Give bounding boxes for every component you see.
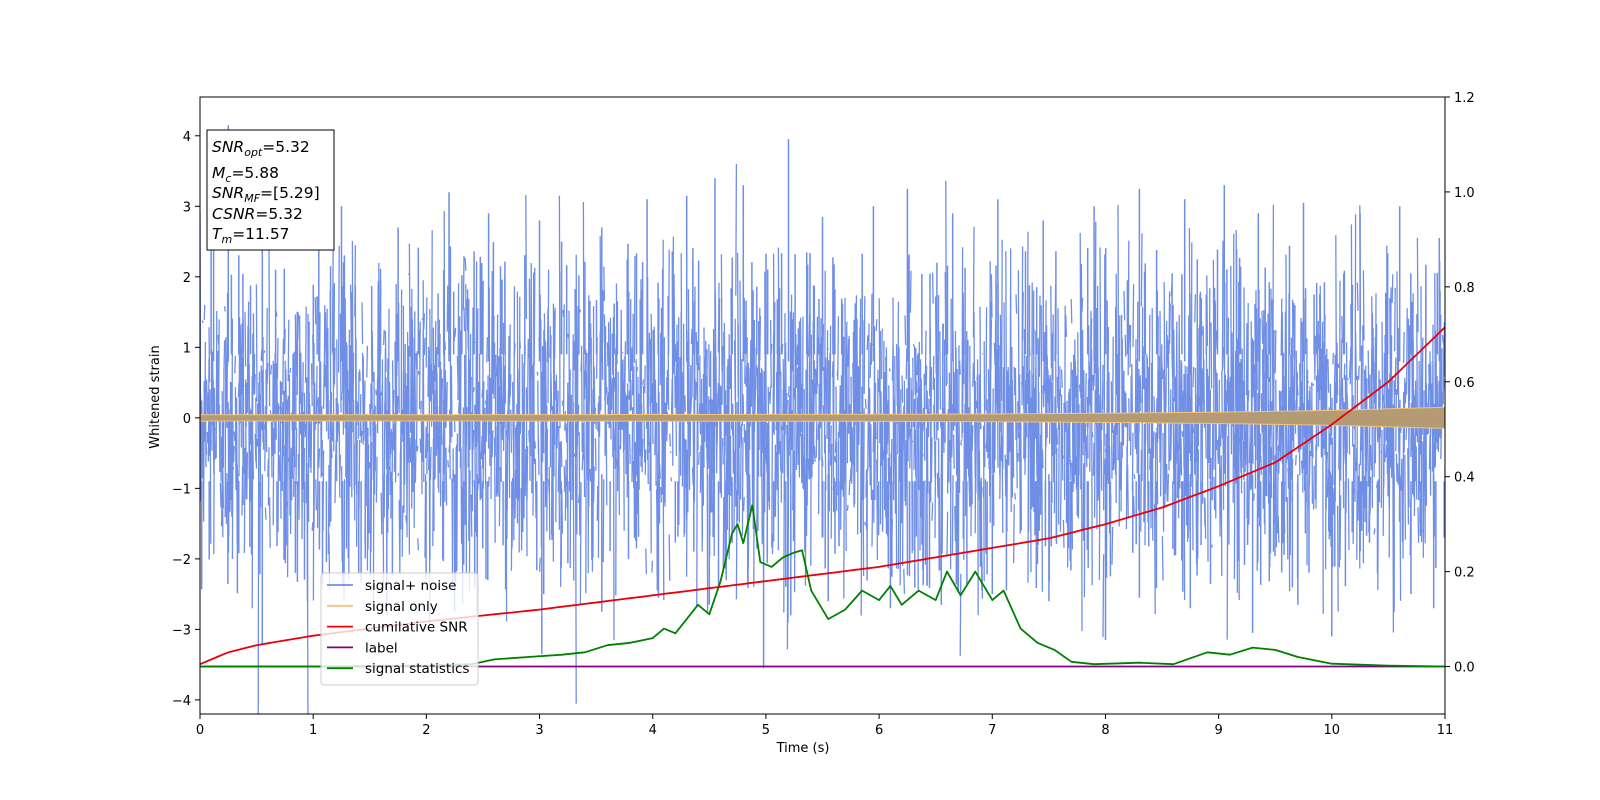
- series-signal-only: [200, 406, 1445, 429]
- info-line: SNRMF=[5.29]: [212, 184, 320, 205]
- x-tick-label: 0: [196, 723, 204, 738]
- info-line: Tm=11.57: [212, 225, 290, 246]
- legend-label: label: [365, 640, 398, 656]
- info-line: SNRopt=5.32: [212, 138, 310, 159]
- series-signal-statistics: [200, 504, 1445, 668]
- x-tick-label: 8: [1101, 723, 1109, 738]
- x-tick-label: 3: [535, 723, 543, 738]
- y-right-tick-label: 0.6: [1454, 376, 1475, 391]
- y-right-tick-label: 0.2: [1454, 566, 1475, 581]
- y-left-tick-label: 1: [183, 341, 191, 356]
- info-box-frame: [206, 129, 335, 251]
- x-axis-label: Time (s): [776, 741, 830, 756]
- x-tick-label: 4: [649, 723, 657, 738]
- x-tick-label: 11: [1437, 723, 1454, 738]
- y-right-tick-label: 0.8: [1454, 281, 1475, 296]
- x-tick-label: 6: [875, 723, 883, 738]
- y-left-tick-label: −4: [172, 694, 191, 709]
- series-layer: [200, 125, 1445, 714]
- y-right-tick-label: 1.0: [1454, 186, 1475, 201]
- y-left-tick-label: −2: [172, 553, 191, 568]
- x-tick-label: 10: [1324, 723, 1341, 738]
- y-right-tick-label: 0.4: [1454, 471, 1475, 486]
- y-left-tick-label: 2: [183, 271, 191, 286]
- y-left-tick-label: −1: [172, 482, 191, 497]
- y-right-tick-label: 1.2: [1454, 91, 1475, 106]
- info-line: Mc=5.88: [212, 164, 279, 185]
- x-tick-label: 2: [422, 723, 430, 738]
- legend-label: cumilative SNR: [365, 620, 468, 636]
- x-tick-label: 1: [309, 723, 317, 738]
- legend: signal+ noise signal only cumilative SNR la…: [320, 572, 479, 686]
- legend-label: signal+ noise: [365, 578, 456, 594]
- y-left-tick-label: 4: [183, 130, 191, 145]
- info-line: CSNR=5.32: [212, 205, 303, 223]
- plot-area: 0 1 2 3 4 5 6 7 8 9 10 11 −4 −3 −2 −1 0 1 2 3 4 0.0 0.2 0.4 0.6 0…: [172, 91, 1475, 738]
- x-tick-label: 7: [988, 723, 996, 738]
- x-tick-label: 9: [1214, 723, 1222, 738]
- y-right-tick-label: 0.0: [1454, 661, 1475, 676]
- y-left-tick-label: 3: [183, 200, 191, 215]
- plot-frame: [199, 96, 1446, 715]
- legend-frame: [320, 572, 479, 686]
- y-left-tick-label: 0: [183, 412, 191, 427]
- y-left-tick-label: −3: [172, 623, 191, 638]
- legend-label: signal statistics: [365, 661, 469, 677]
- y-axis-label: Whitened strain: [148, 345, 163, 448]
- x-tick-label: 5: [762, 723, 770, 738]
- legend-label: signal only: [365, 599, 438, 615]
